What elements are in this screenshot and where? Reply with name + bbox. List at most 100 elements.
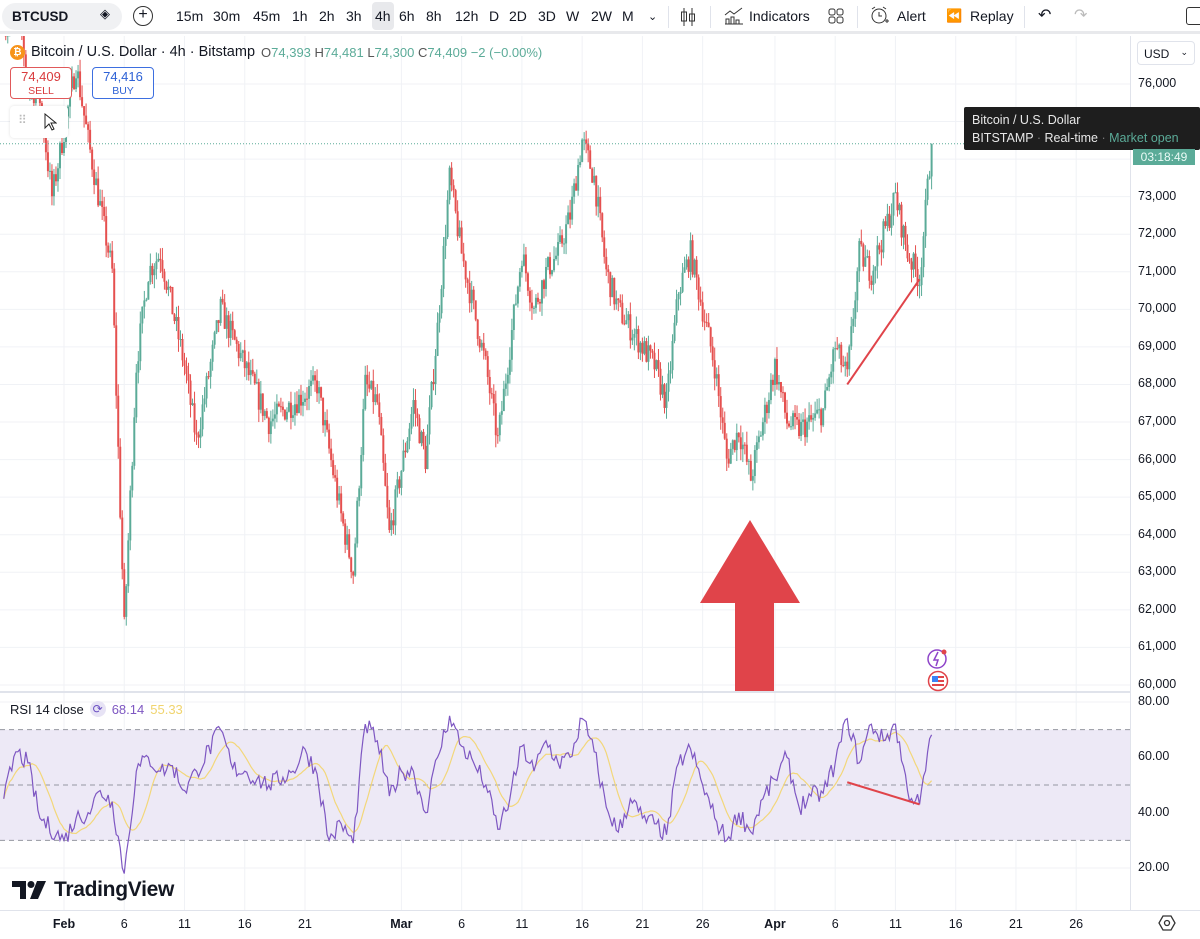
interval-4h[interactable]: 4h [372, 2, 394, 30]
replay-icon[interactable]: ⏪ [946, 8, 963, 23]
interval-2h[interactable]: 2h [319, 8, 335, 24]
replay-button[interactable]: Replay [970, 8, 1014, 24]
candle [882, 218, 885, 259]
sell-button[interactable]: 74,409 SELL [10, 67, 72, 99]
candle [410, 406, 413, 435]
candle [4, 36, 7, 41]
interval-45m[interactable]: 45m [253, 8, 281, 24]
chart-canvas[interactable] [0, 0, 1130, 910]
interval-D[interactable]: D [489, 8, 500, 24]
indicators-button[interactable]: Indicators [749, 8, 810, 24]
price-axis[interactable] [1130, 36, 1200, 910]
pane-divider[interactable] [0, 691, 1200, 693]
candle [699, 286, 702, 306]
rsi-line [3, 715, 933, 874]
diamond-icon[interactable]: ◈ [100, 6, 110, 21]
buy-button[interactable]: 74,416 BUY [92, 67, 154, 99]
cursor-arrow-icon[interactable] [43, 113, 57, 131]
currency-select[interactable]: USD ⌄ [1137, 41, 1195, 65]
candle [161, 247, 164, 279]
candle [352, 570, 355, 584]
candle [243, 339, 246, 377]
candle [603, 230, 606, 264]
candle [267, 416, 270, 443]
price-tick-label: 66,000 [1138, 451, 1177, 466]
interval-30m[interactable]: 30m [213, 8, 241, 24]
ohlc-values: O74,393 H74,481 L74,300 C74,409 −2 (−0.0… [261, 44, 543, 60]
fullscreen-icon[interactable] [1186, 7, 1200, 25]
refresh-icon[interactable]: ⟳ [89, 701, 106, 717]
candle [364, 365, 367, 411]
candle [639, 341, 642, 361]
candle [854, 291, 857, 327]
candle [287, 401, 290, 413]
tradingview-logo[interactable]: TradingView [12, 878, 174, 902]
layouts-grid-icon[interactable] [828, 8, 844, 24]
undo-icon[interactable]: ↶ [1038, 7, 1052, 24]
candle [701, 291, 704, 327]
redo-icon[interactable]: ↷ [1074, 7, 1088, 24]
indicators-icon[interactable] [724, 7, 744, 25]
candle [293, 392, 296, 426]
candle [623, 314, 626, 326]
symbol-search[interactable]: BTCUSD [2, 3, 122, 30]
candle [769, 373, 772, 405]
candle [542, 278, 545, 299]
flash-event-icon[interactable] [925, 647, 949, 671]
symbol-title[interactable]: Bitcoin / U.S. Dollar · 4h · Bitstamp [31, 44, 256, 60]
candle [310, 370, 313, 397]
alert-clock-icon[interactable] [870, 6, 890, 26]
rsi-label[interactable]: RSI 14 close [10, 701, 84, 717]
candle [693, 258, 696, 278]
candle [464, 260, 467, 288]
alert-button[interactable]: Alert [897, 8, 926, 24]
candle [434, 349, 437, 396]
candle [508, 347, 511, 384]
time-axis[interactable] [0, 910, 1200, 939]
candle [705, 313, 708, 328]
candle [121, 510, 124, 580]
candle [9, 36, 11, 37]
chevron-down-icon[interactable]: ⌄ [648, 11, 658, 23]
candle [183, 352, 186, 376]
interval-W[interactable]: W [566, 8, 580, 24]
candle [755, 435, 758, 463]
candle [490, 387, 493, 399]
candle [605, 248, 608, 276]
time-tick-label: 6 [458, 917, 466, 931]
candle [667, 362, 670, 402]
candle [56, 163, 59, 192]
candle-chart-type-icon[interactable] [680, 7, 696, 27]
interval-8h[interactable]: 8h [426, 8, 442, 24]
compare-plus-icon[interactable]: + [133, 6, 153, 26]
candle [922, 231, 925, 278]
interval-6h[interactable]: 6h [399, 8, 415, 24]
candle [71, 66, 74, 92]
candle [844, 356, 847, 377]
interval-3D[interactable]: 3D [538, 8, 556, 24]
candle [470, 280, 473, 313]
candle [295, 391, 298, 416]
candle [818, 398, 821, 419]
candle [131, 461, 134, 498]
candle [641, 337, 644, 362]
interval-1h[interactable]: 1h [292, 8, 308, 24]
candle [87, 121, 90, 143]
candle [824, 383, 827, 411]
drag-handle-icon[interactable]: ⠿ [18, 113, 27, 127]
candle [291, 405, 294, 423]
us-economic-event-icon[interactable] [927, 670, 949, 692]
candle [346, 525, 349, 550]
interval-M[interactable]: M [622, 8, 634, 24]
interval-3h[interactable]: 3h [346, 8, 362, 24]
candle [872, 264, 875, 295]
candle [468, 270, 471, 313]
candle [635, 316, 638, 346]
interval-12h[interactable]: 12h [455, 8, 479, 24]
interval-15m[interactable]: 15m [176, 8, 204, 24]
settings-gear-icon[interactable] [1158, 914, 1176, 932]
interval-2W[interactable]: 2W [591, 8, 612, 24]
candle [723, 411, 726, 440]
candle [920, 257, 923, 296]
interval-2D[interactable]: 2D [509, 8, 527, 24]
